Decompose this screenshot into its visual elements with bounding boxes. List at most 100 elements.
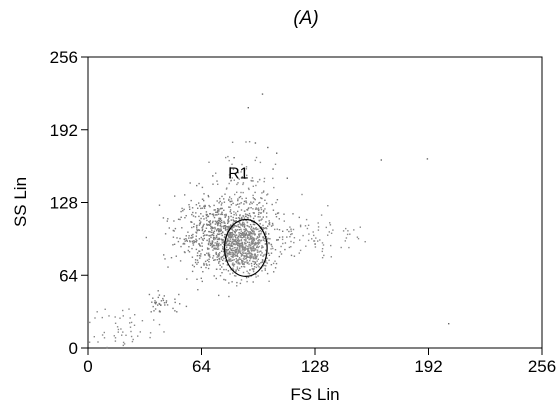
data-point <box>240 224 242 226</box>
data-point <box>278 218 280 220</box>
data-point <box>246 254 248 256</box>
data-point <box>232 226 234 229</box>
data-point <box>230 233 232 235</box>
data-point <box>232 219 234 221</box>
data-point <box>208 254 211 256</box>
data-point <box>232 269 235 271</box>
data-point <box>261 252 263 254</box>
data-point <box>250 252 252 255</box>
data-point <box>251 265 253 267</box>
data-point <box>130 330 132 333</box>
data-point <box>258 219 260 222</box>
data-point <box>252 227 255 229</box>
data-point <box>262 216 264 218</box>
data-point <box>235 204 237 206</box>
data-point <box>220 250 223 252</box>
data-point <box>249 260 251 262</box>
data-point <box>252 233 254 235</box>
data-point <box>157 296 159 299</box>
data-point <box>240 240 243 242</box>
data-point <box>243 250 245 252</box>
data-point <box>239 195 242 198</box>
data-point <box>213 209 215 211</box>
data-point <box>198 219 201 222</box>
data-point <box>251 250 253 252</box>
data-point <box>265 227 267 229</box>
data-point <box>203 207 206 209</box>
data-point <box>180 216 182 218</box>
data-point <box>197 207 199 209</box>
data-point <box>246 280 248 283</box>
data-point <box>117 328 120 331</box>
data-point <box>233 243 235 245</box>
data-point <box>208 255 210 257</box>
data-point <box>253 198 256 200</box>
data-point <box>217 248 220 250</box>
data-point <box>254 234 256 236</box>
data-point <box>255 156 258 159</box>
data-point <box>238 196 241 199</box>
data-point <box>208 261 210 263</box>
data-point <box>206 219 208 222</box>
data-point <box>229 246 231 248</box>
data-point <box>249 258 251 260</box>
data-point <box>230 198 233 200</box>
data-point <box>172 229 174 232</box>
data-point <box>228 240 231 242</box>
data-point <box>184 251 186 254</box>
data-point <box>205 217 207 219</box>
data-point <box>340 246 342 249</box>
data-point <box>177 218 180 220</box>
data-point <box>261 270 263 272</box>
data-point <box>239 234 241 237</box>
data-point <box>253 230 255 233</box>
data-point <box>224 279 227 281</box>
data-point <box>237 236 240 238</box>
data-point <box>243 246 245 248</box>
data-point <box>174 298 176 300</box>
data-point <box>218 213 220 215</box>
data-point <box>240 191 242 194</box>
data-point <box>264 227 266 230</box>
data-point <box>200 253 202 255</box>
data-point <box>192 211 194 214</box>
data-point <box>221 207 223 210</box>
data-point <box>199 257 201 259</box>
data-point <box>240 235 242 237</box>
data-point <box>243 233 245 235</box>
data-point <box>259 161 262 164</box>
data-point <box>225 213 227 216</box>
data-point <box>258 263 261 265</box>
data-point <box>261 93 264 95</box>
data-point <box>158 310 161 312</box>
data-point <box>243 200 246 203</box>
data-point <box>299 224 302 226</box>
data-point <box>123 343 126 345</box>
data-point <box>254 228 257 230</box>
data-point <box>260 240 262 242</box>
data-point <box>222 231 224 234</box>
data-point <box>217 233 220 235</box>
data-point <box>230 179 232 182</box>
data-point <box>329 224 332 226</box>
data-point <box>239 248 241 250</box>
data-point <box>252 208 254 210</box>
data-point <box>211 229 213 231</box>
data-point <box>216 222 218 224</box>
data-point <box>244 236 246 238</box>
data-point <box>181 207 183 210</box>
data-point <box>330 244 332 247</box>
data-point <box>129 317 131 319</box>
data-point <box>243 236 245 239</box>
data-point <box>266 202 268 205</box>
data-point <box>243 210 246 212</box>
data-point <box>245 237 247 239</box>
data-point <box>241 176 243 178</box>
data-point <box>248 263 250 265</box>
data-point <box>265 216 268 218</box>
data-point <box>269 238 271 240</box>
data-point <box>212 215 215 217</box>
data-point <box>255 207 257 209</box>
data-point <box>235 239 237 241</box>
data-point <box>245 248 247 250</box>
